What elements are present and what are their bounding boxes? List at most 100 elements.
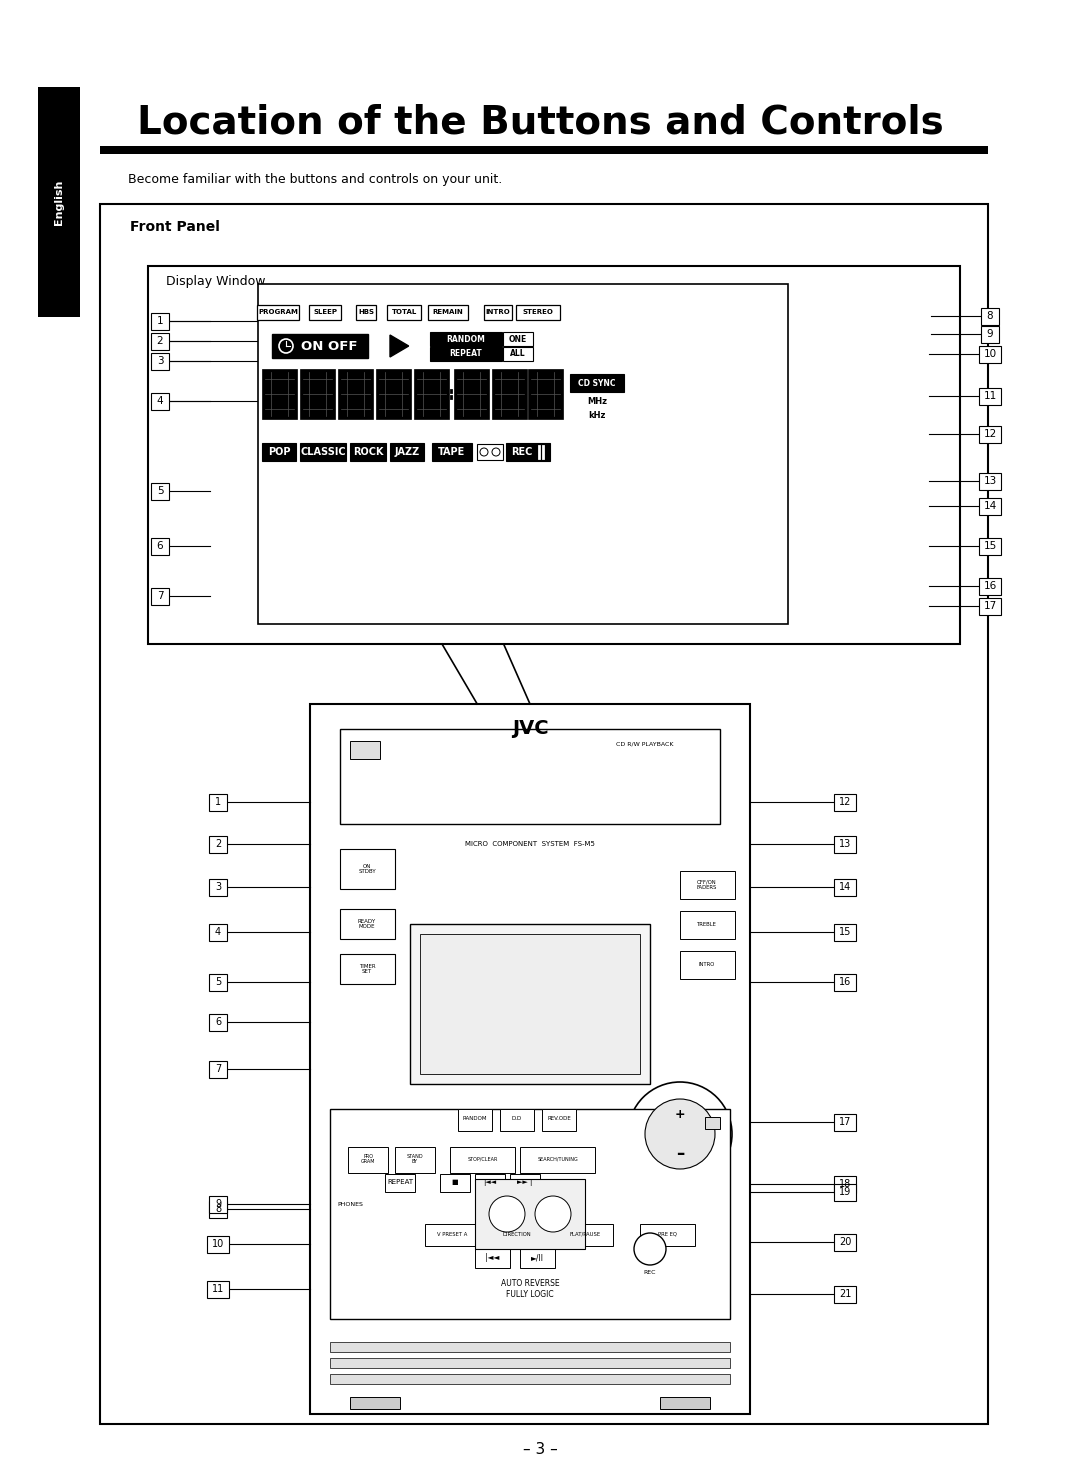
Bar bbox=[272, 334, 368, 358]
Bar bbox=[151, 314, 168, 330]
Text: ROCK: ROCK bbox=[353, 447, 383, 456]
Text: |◄◄: |◄◄ bbox=[485, 1254, 499, 1263]
Text: STOP/CLEAR: STOP/CLEAR bbox=[468, 1157, 498, 1161]
Bar bbox=[680, 871, 735, 899]
Text: 4: 4 bbox=[215, 927, 221, 938]
Bar bbox=[350, 1397, 400, 1409]
Bar bbox=[100, 205, 988, 1423]
Bar bbox=[350, 443, 386, 461]
Bar bbox=[507, 443, 550, 461]
Bar bbox=[340, 729, 720, 824]
Bar bbox=[475, 1248, 510, 1267]
Bar bbox=[558, 1225, 613, 1245]
Text: HBS: HBS bbox=[357, 309, 374, 315]
Text: DIRECTION: DIRECTION bbox=[502, 1232, 531, 1236]
Text: TAPE: TAPE bbox=[438, 447, 465, 456]
Text: REC: REC bbox=[511, 447, 532, 456]
Bar bbox=[477, 445, 503, 459]
Text: PRO
GRAM: PRO GRAM bbox=[361, 1154, 375, 1164]
Bar bbox=[542, 1108, 576, 1130]
Text: 20: 20 bbox=[839, 1236, 851, 1247]
Text: PHONES: PHONES bbox=[337, 1201, 363, 1207]
Text: ON OFF: ON OFF bbox=[300, 340, 357, 352]
Text: INTRO: INTRO bbox=[486, 309, 511, 315]
Bar bbox=[570, 374, 624, 392]
Text: – 3 –: – 3 – bbox=[523, 1443, 557, 1457]
Bar bbox=[384, 1175, 415, 1192]
Text: REPEAT: REPEAT bbox=[449, 349, 483, 359]
Bar bbox=[210, 924, 227, 941]
Text: 9: 9 bbox=[987, 330, 994, 339]
Text: REPEAT: REPEAT bbox=[387, 1179, 413, 1185]
Circle shape bbox=[535, 1195, 571, 1232]
Bar bbox=[978, 389, 1001, 405]
Text: |◄◄: |◄◄ bbox=[484, 1179, 497, 1185]
Bar bbox=[981, 308, 999, 325]
Text: 12: 12 bbox=[984, 428, 997, 439]
Text: 19: 19 bbox=[839, 1186, 851, 1197]
Bar bbox=[210, 1195, 227, 1213]
Bar bbox=[414, 369, 449, 420]
Text: RANDOM: RANDOM bbox=[462, 1116, 487, 1122]
Text: 1: 1 bbox=[157, 316, 163, 325]
Text: SEARCH/TUNING: SEARCH/TUNING bbox=[537, 1157, 578, 1161]
Bar bbox=[428, 305, 468, 319]
Bar bbox=[440, 1175, 470, 1192]
Bar bbox=[680, 951, 735, 979]
Text: CD R/W PLAYBACK: CD R/W PLAYBACK bbox=[617, 742, 674, 746]
Text: 17: 17 bbox=[984, 601, 997, 611]
Bar bbox=[258, 284, 788, 624]
Text: 17: 17 bbox=[839, 1117, 851, 1128]
Bar bbox=[210, 1201, 227, 1217]
Bar bbox=[210, 879, 227, 896]
Bar bbox=[151, 333, 168, 350]
Bar bbox=[300, 443, 346, 461]
Text: CD SYNC: CD SYNC bbox=[578, 378, 616, 387]
Bar bbox=[257, 305, 299, 319]
Bar bbox=[210, 974, 227, 991]
Text: +: + bbox=[675, 1107, 686, 1120]
Bar bbox=[387, 305, 421, 319]
Text: REV.ODE: REV.ODE bbox=[548, 1116, 571, 1122]
Bar bbox=[458, 1108, 492, 1130]
Bar bbox=[492, 369, 527, 420]
Bar bbox=[395, 1147, 435, 1173]
Bar bbox=[475, 1175, 505, 1192]
Bar bbox=[490, 1225, 545, 1245]
Text: ■: ■ bbox=[451, 1179, 458, 1185]
Bar bbox=[309, 305, 341, 319]
Text: 14: 14 bbox=[839, 882, 851, 892]
Bar bbox=[356, 305, 376, 319]
Text: 15: 15 bbox=[839, 927, 851, 938]
Bar bbox=[262, 369, 297, 420]
Bar bbox=[454, 369, 489, 420]
Text: 6: 6 bbox=[215, 1017, 221, 1027]
Text: kHz: kHz bbox=[589, 412, 606, 421]
Text: 8: 8 bbox=[215, 1204, 221, 1214]
Bar bbox=[528, 369, 563, 420]
Text: 9: 9 bbox=[215, 1200, 221, 1209]
Bar bbox=[503, 347, 534, 361]
Text: STEREO: STEREO bbox=[523, 309, 553, 315]
Bar bbox=[376, 369, 411, 420]
Bar bbox=[340, 849, 395, 889]
Text: 2: 2 bbox=[215, 839, 221, 849]
Text: 13: 13 bbox=[839, 839, 851, 849]
Bar bbox=[262, 443, 296, 461]
Bar bbox=[420, 935, 640, 1075]
Polygon shape bbox=[390, 336, 408, 358]
Bar bbox=[834, 1287, 856, 1303]
Text: 21: 21 bbox=[839, 1289, 851, 1298]
Bar bbox=[503, 333, 534, 346]
Text: 5: 5 bbox=[157, 486, 163, 496]
Text: INTRO: INTRO bbox=[699, 963, 715, 967]
Bar bbox=[210, 1014, 227, 1030]
Text: ON
STDBY: ON STDBY bbox=[359, 864, 376, 874]
Bar bbox=[978, 537, 1001, 555]
Text: 12: 12 bbox=[839, 796, 851, 807]
Text: 14: 14 bbox=[984, 500, 997, 511]
Bar bbox=[340, 954, 395, 983]
Bar bbox=[330, 1108, 730, 1319]
Bar bbox=[210, 793, 227, 811]
Bar bbox=[981, 325, 999, 343]
